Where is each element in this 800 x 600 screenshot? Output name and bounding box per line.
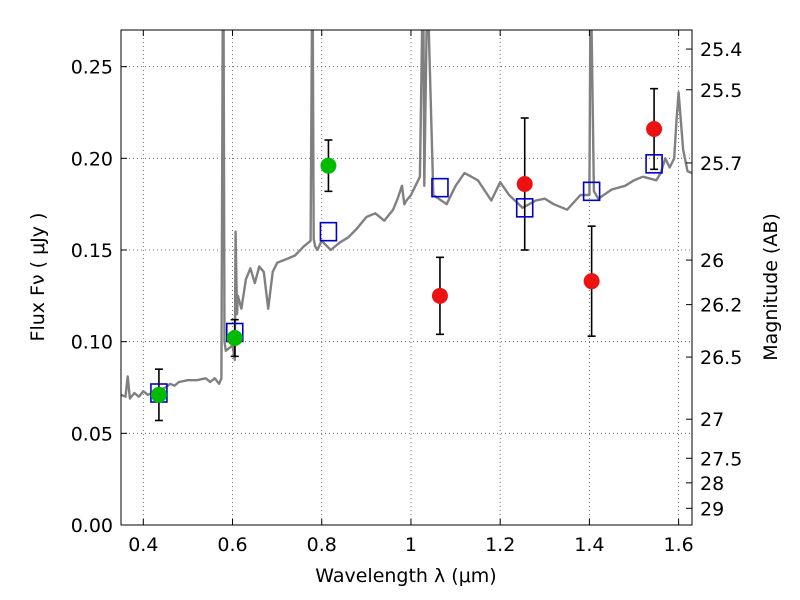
y-tick-label: 0.10 [71, 332, 113, 354]
y-tick-label: 0.20 [71, 148, 113, 170]
right-tick-label: 26.5 [700, 347, 742, 369]
optical-detection-point [150, 386, 167, 403]
nir-detection-point [431, 287, 448, 304]
right-tick-label: 28 [700, 473, 724, 495]
grid-lines [121, 30, 692, 526]
right-tick-label: 29 [700, 498, 724, 520]
right-tick-label: 25.5 [700, 80, 742, 102]
x-tick-label: 1.2 [485, 534, 515, 556]
right-tick-label: 27 [700, 409, 724, 431]
x-tick-label: 0.6 [217, 534, 247, 556]
model-photometry-square [515, 198, 534, 218]
model-photometry-square [582, 181, 601, 202]
model-photometry-square [319, 221, 338, 242]
x-tick-label: 0.4 [128, 534, 158, 556]
y-tick-label: 0.05 [71, 423, 113, 445]
y-tick-label: 0.00 [71, 515, 113, 537]
optical-detection-point [320, 157, 337, 174]
plot-frame [120, 29, 693, 526]
x-tick-label: 1.4 [574, 534, 604, 556]
nir-detection-point [516, 176, 533, 192]
nir-detection-point [583, 273, 600, 290]
model-photometry-square [645, 154, 663, 174]
x-tick-label: 1 [405, 534, 417, 556]
y-axis-label-right: Magnitude (AB) [760, 213, 782, 361]
data-points [150, 121, 663, 403]
nir-detection-point [646, 121, 663, 137]
x-axis-label: Wavelength λ (μm) [315, 565, 496, 587]
plot-area [121, 30, 692, 400]
optical-detection-point [226, 330, 243, 346]
right-tick-label: 25.7 [700, 153, 742, 175]
model-spectrum-line [121, 30, 692, 400]
axis-ticks: 0.4 0.6 0.8 1 1.2 1.4 1.6 0.00 0.05 0.10 0.15 0.20 0… [71, 30, 742, 556]
y-tick-label: 0.25 [71, 57, 113, 79]
right-tick-label: 25.4 [700, 39, 742, 61]
right-tick-label: 26 [700, 250, 724, 272]
x-tick-label: 1.6 [664, 534, 694, 556]
right-tick-label: 26.2 [700, 295, 742, 317]
x-tick-label: 0.8 [307, 534, 337, 556]
y-tick-label: 0.15 [71, 240, 113, 262]
model-photometry-square [431, 177, 449, 198]
y-axis-label: Flux Fν ( μJy ) [27, 213, 49, 342]
right-tick-label: 27.5 [700, 448, 742, 470]
